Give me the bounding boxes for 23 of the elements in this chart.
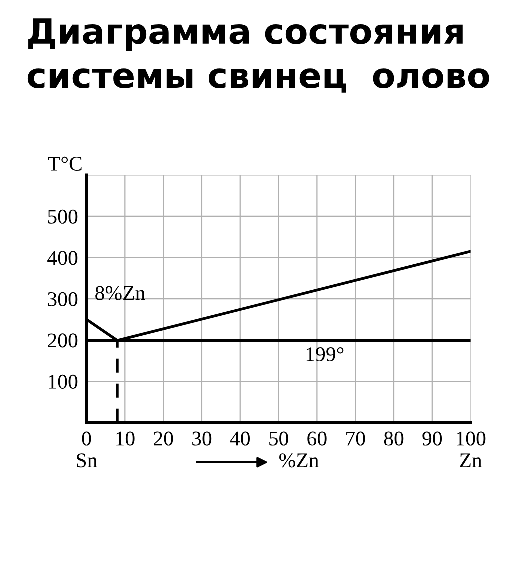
y-tick-label: 200: [48, 334, 78, 348]
x-tick-label: 0: [82, 432, 92, 446]
text: Sn: [77, 454, 98, 468]
y-tick-label: 400: [48, 251, 78, 266]
chart-title: Диаграмма состояния системы свинец олово: [28, 18, 490, 93]
y-tick-label: 300: [48, 292, 78, 306]
x-tick-label: 30: [192, 432, 212, 446]
annotation: 8%Zn: [96, 286, 146, 300]
text: Zn: [460, 454, 482, 468]
x-tick-label: 90: [422, 432, 442, 446]
x-tick-label: 20: [154, 432, 174, 446]
x-tick-label: 50: [270, 432, 288, 446]
x-tick-label: 60: [308, 432, 327, 446]
x-tick-label: 10: [116, 432, 135, 446]
y-tick-label: 500: [48, 210, 78, 224]
x-axis-title: %Zn: [279, 454, 319, 468]
y-tick-label: 100: [49, 374, 78, 389]
x-tick-label: 80: [384, 432, 404, 446]
x-tick-label: 70: [346, 432, 366, 446]
x-tick-label: 40: [230, 432, 250, 446]
ref-line-label: 199°: [306, 347, 344, 362]
y-axis-title: T°C: [48, 156, 82, 171]
x-tick-label: 100: [457, 432, 486, 446]
